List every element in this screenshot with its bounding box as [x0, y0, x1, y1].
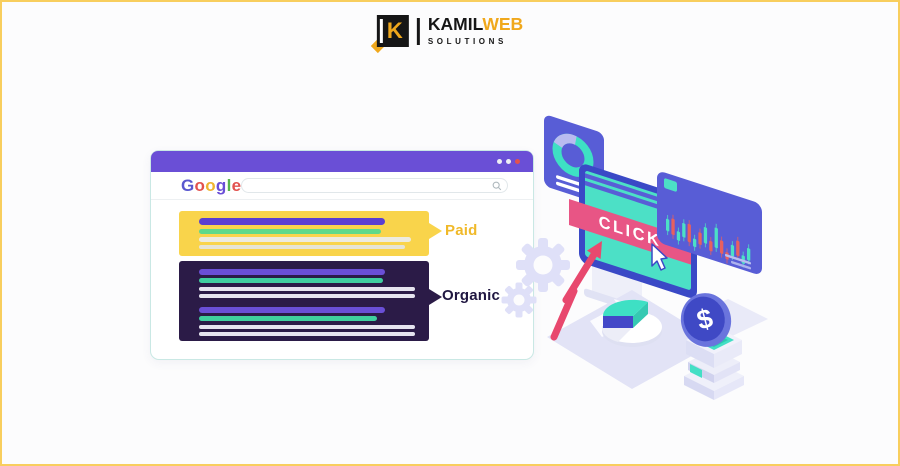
logo-text: KAMILWEB SOLUTIONS [428, 16, 523, 46]
growth-arrow-icon [550, 241, 602, 341]
candlestick-card [657, 172, 762, 274]
google-letter: o [194, 176, 206, 195]
browser-header: Google [151, 172, 533, 200]
paid-result-block[interactable] [179, 211, 442, 256]
illustration: CLICK [501, 115, 768, 400]
window-close-dot[interactable] [515, 159, 520, 164]
logo-subtitle: SOLUTIONS [427, 36, 507, 46]
logo-corner-accent [370, 38, 385, 54]
platform-ledge [688, 299, 768, 338]
result-title-line [199, 218, 385, 225]
result-text-line [199, 294, 415, 298]
donut-chart-icon [552, 133, 594, 177]
cursor-icon [651, 243, 668, 271]
search-input[interactable] [241, 178, 508, 193]
result-title-line [199, 269, 385, 275]
dollar-symbol: $ [694, 303, 716, 336]
paper-arrow-icon [590, 299, 642, 337]
logo: K KAMILWEB SOLUTIONS [370, 15, 523, 54]
dollar-coin-icon: $ [680, 293, 732, 347]
stacked-boxes-icon [684, 326, 744, 400]
logo-word-primary: KAMIL [427, 14, 483, 35]
window-dot[interactable] [506, 159, 511, 164]
pie-chart-icon [601, 299, 662, 347]
logo-word-accent: WEB [482, 14, 524, 35]
platform [547, 290, 717, 389]
google-letter: e [231, 176, 242, 195]
paid-pointer-arrow [429, 223, 442, 239]
google-logo: Google [181, 177, 241, 194]
search-icon [492, 181, 502, 190]
monitor-stand [592, 264, 642, 311]
result-text-line [199, 237, 411, 242]
organic-result-block[interactable] [179, 261, 442, 341]
result-text-line [199, 287, 415, 291]
paid-label: Paid [445, 222, 478, 239]
logo-mark-letter: K [386, 18, 403, 43]
result-title-line [199, 307, 385, 313]
google-letter: g [215, 176, 227, 195]
result-url-line [199, 316, 377, 321]
click-button[interactable] [569, 199, 691, 265]
candlestick-chart-icon [666, 214, 751, 268]
logo-mark-bar [379, 19, 383, 43]
result-text-line [199, 332, 415, 336]
monitor: CLICK [569, 164, 697, 317]
result-text-line [199, 244, 405, 249]
organic-label: Organic [442, 287, 501, 304]
organic-pointer-arrow [429, 289, 442, 305]
result-url-line [199, 278, 383, 283]
click-button-label: CLICK [599, 212, 662, 251]
window-dot[interactable] [497, 159, 502, 164]
google-letter: o [205, 176, 216, 195]
donut-stat-card [544, 115, 604, 204]
monitor-screen [585, 171, 691, 290]
google-letter: l [226, 176, 232, 195]
result-text-line [199, 325, 415, 329]
logo-divider [416, 17, 420, 45]
google-letter: G [181, 176, 195, 195]
logo-mark-icon: K [370, 15, 409, 54]
result-url-line [199, 229, 381, 234]
browser-titlebar [151, 151, 533, 172]
browser-window: Google [150, 150, 534, 360]
